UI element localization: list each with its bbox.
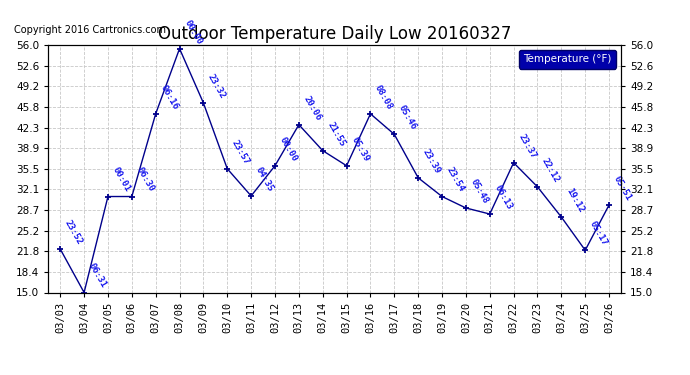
Text: 04:35: 04:35 [254,165,275,193]
Text: 08:08: 08:08 [373,83,395,111]
Title: Outdoor Temperature Daily Low 20160327: Outdoor Temperature Daily Low 20160327 [158,26,511,44]
Text: 05:39: 05:39 [349,135,371,163]
Text: 05:46: 05:46 [397,104,418,132]
Text: 00:01: 00:01 [110,166,132,194]
Text: 23:57: 23:57 [230,138,251,166]
Text: 06:31: 06:31 [87,262,108,290]
Text: Copyright 2016 Cartronics.com: Copyright 2016 Cartronics.com [14,25,166,35]
Legend: Temperature (°F): Temperature (°F) [519,50,615,69]
Text: 19:12: 19:12 [564,186,585,214]
Text: 00:00: 00:00 [278,135,299,163]
Text: 05:51: 05:51 [612,174,633,202]
Text: 05:48: 05:48 [469,177,490,205]
Text: 20:06: 20:06 [302,94,323,122]
Text: 21:55: 21:55 [326,120,347,148]
Text: 00:00: 00:00 [182,18,204,46]
Text: 22:12: 22:12 [540,156,562,184]
Text: 23:37: 23:37 [516,132,538,160]
Text: 23:54: 23:54 [445,166,466,194]
Text: 23:32: 23:32 [206,72,228,100]
Text: 05:17: 05:17 [588,220,609,248]
Text: 23:52: 23:52 [63,219,84,246]
Text: 06:30: 06:30 [135,166,156,194]
Text: 23:39: 23:39 [421,147,442,175]
Text: 06:16: 06:16 [159,83,179,111]
Text: 06:13: 06:13 [493,183,514,211]
